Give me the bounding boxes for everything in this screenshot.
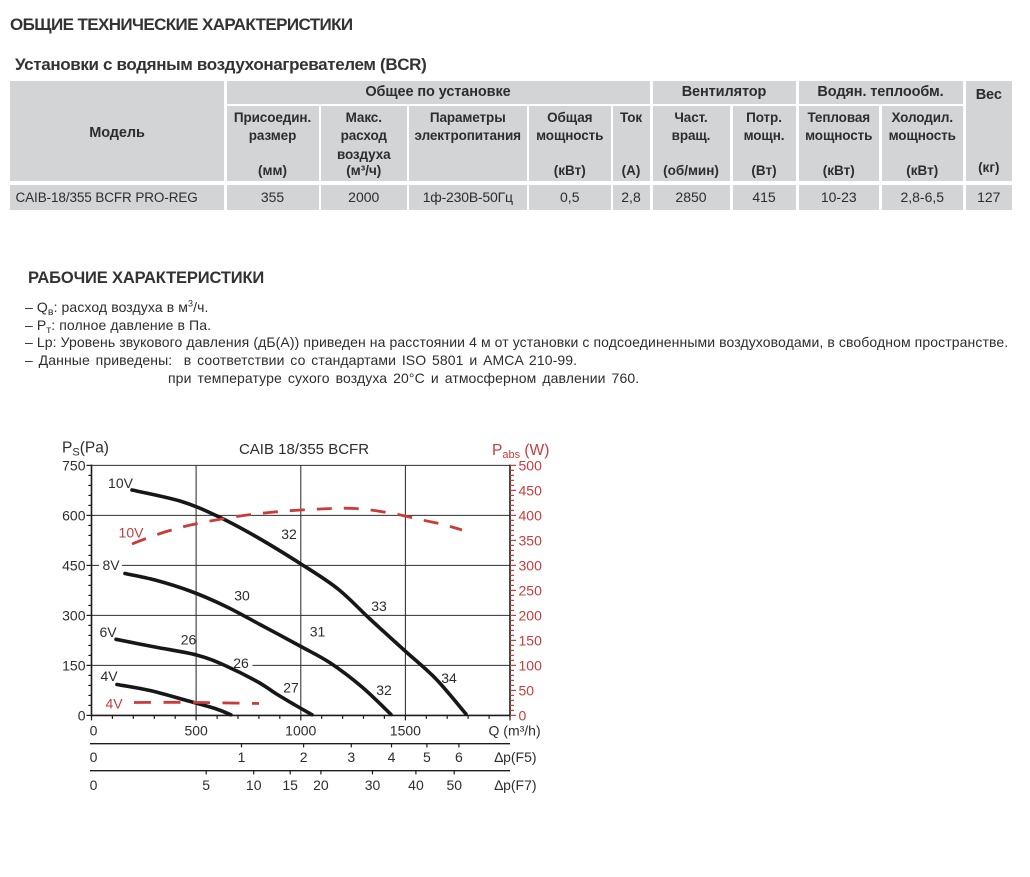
svg-text:4: 4	[388, 749, 396, 765]
svg-text:400: 400	[519, 507, 543, 523]
svg-text:150: 150	[519, 632, 543, 648]
svg-text:0: 0	[519, 707, 527, 723]
svg-text:5: 5	[423, 749, 431, 765]
svg-text:100: 100	[519, 657, 543, 673]
svg-text:500: 500	[184, 723, 208, 739]
svg-text:5: 5	[202, 777, 210, 793]
svg-text:0: 0	[90, 749, 98, 765]
svg-text:1500: 1500	[390, 723, 421, 739]
svg-text:Pabs (W): Pabs (W)	[492, 442, 549, 461]
svg-text:750: 750	[62, 457, 86, 473]
svg-text:4V: 4V	[105, 696, 123, 712]
svg-text:40: 40	[408, 777, 424, 793]
svg-text:8V: 8V	[102, 557, 120, 573]
svg-text:30: 30	[365, 777, 381, 793]
svg-text:300: 300	[519, 557, 543, 573]
svg-text:600: 600	[62, 507, 86, 523]
svg-text:50: 50	[446, 777, 462, 793]
svg-text:50: 50	[519, 682, 535, 698]
svg-text:31: 31	[310, 624, 326, 640]
svg-text:0: 0	[90, 723, 98, 739]
svg-text:1: 1	[238, 749, 246, 765]
svg-text:33: 33	[371, 598, 387, 614]
svg-text:15: 15	[282, 777, 298, 793]
svg-text:30: 30	[234, 588, 250, 604]
svg-text:∆p(F7): ∆p(F7)	[495, 777, 537, 793]
svg-text:0: 0	[78, 707, 86, 723]
svg-text:200: 200	[519, 607, 543, 623]
svg-text:CAIB 18/355 BCFR: CAIB 18/355 BCFR	[239, 441, 369, 458]
svg-text:450: 450	[62, 557, 86, 573]
svg-text:32: 32	[281, 526, 297, 542]
svg-text:20: 20	[313, 777, 329, 793]
svg-text:6: 6	[455, 749, 463, 765]
svg-text:300: 300	[62, 607, 86, 623]
svg-text:∆p(F5): ∆p(F5)	[495, 749, 537, 765]
svg-text:4V: 4V	[100, 668, 118, 684]
svg-text:500: 500	[519, 457, 543, 473]
svg-text:1000: 1000	[285, 723, 316, 739]
svg-text:Q (m³/h): Q (m³/h)	[489, 723, 541, 739]
svg-text:0: 0	[90, 777, 98, 793]
svg-text:34: 34	[441, 670, 457, 686]
svg-text:350: 350	[519, 532, 543, 548]
svg-text:3: 3	[347, 749, 355, 765]
svg-text:6V: 6V	[99, 624, 117, 640]
svg-text:150: 150	[62, 657, 86, 673]
svg-text:10V: 10V	[119, 525, 145, 541]
svg-text:450: 450	[519, 482, 543, 498]
svg-text:PS(Pa): PS(Pa)	[62, 440, 109, 459]
svg-text:32: 32	[376, 682, 392, 698]
svg-text:10: 10	[246, 777, 262, 793]
svg-text:26: 26	[181, 632, 197, 648]
svg-text:27: 27	[283, 679, 299, 695]
svg-text:250: 250	[519, 582, 543, 598]
svg-text:2: 2	[300, 749, 308, 765]
svg-text:10V: 10V	[108, 475, 134, 491]
svg-text:26: 26	[233, 655, 249, 671]
